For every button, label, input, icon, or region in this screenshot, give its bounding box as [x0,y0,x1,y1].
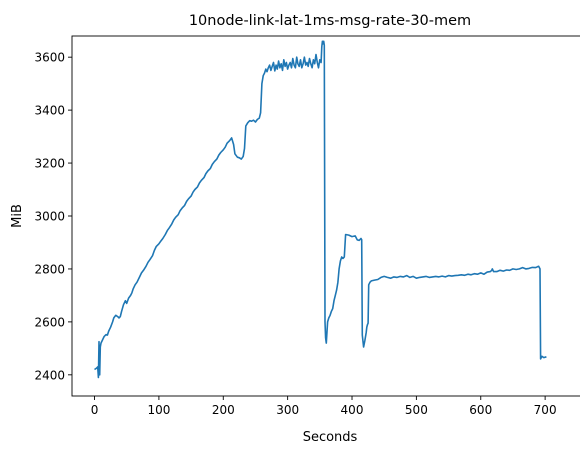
x-tick-label: 600 [469,403,492,417]
x-tick-label: 500 [405,403,428,417]
y-tick-label: 3200 [34,157,65,171]
plot-area [94,40,547,379]
x-tick-label: 0 [91,403,99,417]
x-tick-label: 400 [341,403,364,417]
x-tick-label: 100 [147,403,170,417]
x-axis-ticks: 0 100 200 300 400 500 600 700 [91,396,557,417]
x-tick-label: 200 [212,403,235,417]
y-tick-label: 2600 [34,315,65,329]
y-tick-label: 2800 [34,262,65,276]
y-tick-label: 3600 [34,51,65,65]
chart-title: 10node-link-lat-1ms-msg-rate-30-mem [189,13,471,29]
y-axis-label: MiB [10,204,25,228]
x-tick-label: 300 [276,403,299,417]
y-axis-ticks: 2400 2600 2800 3000 3200 3400 3600 [34,51,72,382]
y-tick-label: 3400 [34,104,65,118]
y-tick-label: 2400 [34,368,65,382]
x-tick-label: 700 [534,403,557,417]
x-axis-label: Seconds [303,430,358,445]
y-tick-label: 3000 [34,210,65,224]
data-line [94,40,547,379]
